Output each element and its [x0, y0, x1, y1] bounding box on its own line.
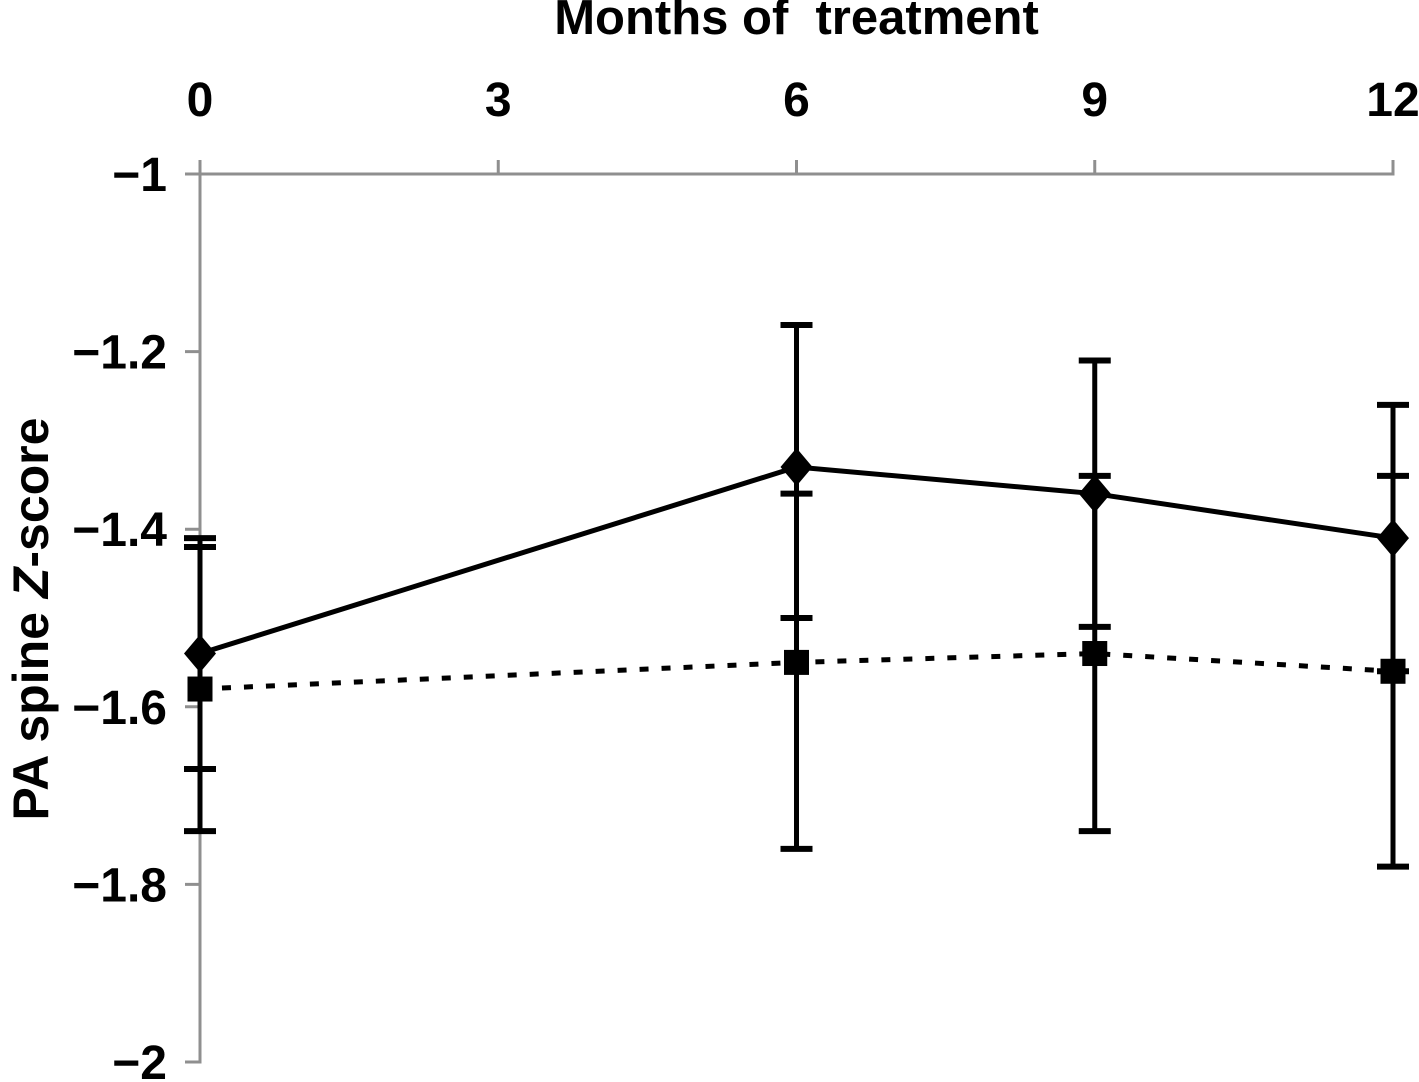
x-tick-label: 9: [1081, 74, 1108, 127]
x-tick-label: 0: [187, 74, 214, 127]
diamond-marker: [184, 634, 216, 673]
x-tick-label: 6: [783, 74, 810, 127]
series-line-diamond-solid: [199, 464, 1394, 656]
diamond-marker: [1377, 519, 1409, 558]
y-tick-label: −2: [112, 1037, 167, 1082]
diamond-marker: [780, 448, 813, 487]
y-tick-label: −1.6: [72, 682, 167, 735]
y-tick-label: −1: [112, 149, 167, 202]
y-tick-label: −1.8: [72, 859, 167, 912]
x-tick-label: 12: [1366, 74, 1419, 127]
x-axis-title: Months of treatment: [554, 0, 1039, 45]
square-marker: [1380, 658, 1406, 684]
y-tick-label: −1.2: [72, 327, 167, 380]
x-tick-label: 3: [485, 74, 512, 127]
diamond-marker: [1078, 474, 1111, 513]
square-marker: [1082, 641, 1108, 667]
square-marker: [784, 649, 809, 675]
y-tick-label: −1.4: [72, 504, 167, 557]
square-marker: [187, 676, 213, 702]
